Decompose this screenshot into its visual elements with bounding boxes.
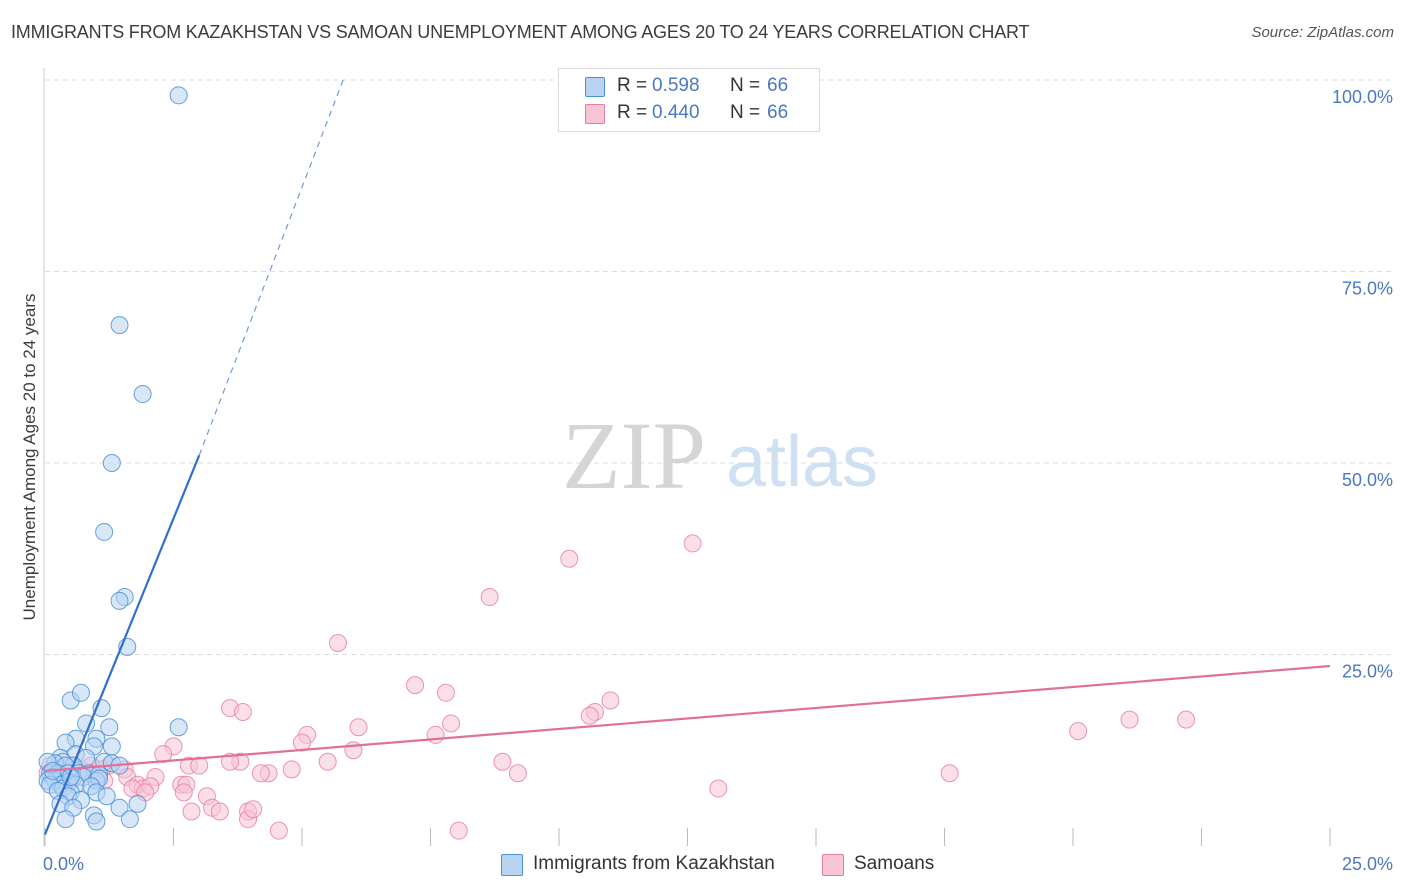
data-point-kazakhstan: [110, 798, 129, 817]
series-samoans: [38, 534, 1196, 840]
data-point-samoans: [940, 764, 959, 783]
data-point-samoans: [349, 718, 368, 737]
data-point-samoans: [406, 676, 425, 695]
trendline-kazakhstan-extension: [198, 79, 344, 456]
watermark-atlas: atlas: [726, 422, 878, 502]
data-point-kazakhstan: [110, 591, 129, 610]
data-point-samoans: [282, 760, 301, 779]
data-point-samoans: [251, 764, 270, 783]
data-point-samoans: [293, 733, 311, 752]
data-point-samoans: [269, 821, 288, 840]
data-point-kazakhstan: [128, 794, 147, 813]
grid-lines: [45, 79, 1392, 655]
data-point-kazakhstan: [87, 812, 106, 831]
data-point-kazakhstan: [56, 810, 75, 829]
data-point-samoans: [480, 588, 499, 607]
legend: R = 0.598 N = 66 R = 0.440 N = 66: [558, 68, 820, 132]
data-point-samoans: [426, 725, 445, 744]
data-point-kazakhstan: [169, 718, 188, 737]
data-point-kazakhstan: [97, 787, 116, 806]
data-point-kazakhstan: [102, 454, 121, 472]
legend-r-label: R =: [617, 75, 648, 96]
legend-n-label: N =: [730, 75, 761, 96]
data-point-samoans: [449, 821, 468, 840]
data-point-samoans: [560, 549, 579, 568]
data-point-kazakhstan: [102, 737, 121, 756]
data-point-kazakhstan: [120, 810, 139, 829]
data-point-samoans: [328, 634, 347, 653]
bottom-legend-label: Samoans: [854, 853, 935, 874]
data-point-kazakhstan: [133, 385, 152, 404]
data-point-kazakhstan: [100, 718, 119, 737]
legend-n-label: N =: [730, 102, 761, 123]
y-tick-label: 25.0%: [1342, 662, 1393, 682]
data-point-samoans: [436, 683, 455, 702]
data-point-samoans: [233, 702, 252, 721]
trendlines: [43, 79, 1331, 835]
legend-r-value: 0.440: [652, 102, 700, 123]
data-point-samoans: [244, 800, 263, 819]
legend-r-value: 0.598: [652, 75, 700, 96]
data-point-samoans: [442, 714, 461, 733]
data-point-kazakhstan: [95, 522, 114, 541]
data-point-samoans: [709, 779, 728, 798]
trendline-samoans: [44, 664, 1331, 773]
data-point-samoans: [154, 745, 173, 764]
data-point-samoans: [182, 802, 201, 821]
source-label: Source: ZipAtlas.com: [1251, 24, 1394, 41]
tick-labels: 25.0% 50.0% 75.0% 100.0% 0.0% 25.0%: [43, 87, 1393, 874]
bottom-legend-label: Immigrants from Kazakhstan: [533, 853, 775, 874]
bottom-legend-swatch-blue: [501, 854, 523, 876]
data-point-kazakhstan: [110, 316, 129, 335]
trendline-kazakhstan: [43, 454, 201, 835]
data-point-samoans: [190, 756, 209, 775]
data-point-samoans: [601, 691, 620, 710]
y-tick-label: 50.0%: [1342, 470, 1393, 490]
watermark-zip: ZIP: [562, 402, 706, 509]
series-kazakhstan: [38, 86, 188, 831]
data-point-kazakhstan: [71, 683, 90, 702]
data-point-samoans: [210, 802, 229, 821]
data-point-samoans: [1177, 710, 1196, 729]
legend-n-value: 66: [767, 75, 789, 96]
data-point-samoans: [683, 534, 702, 553]
data-point-samoans: [1069, 722, 1088, 741]
data-point-samoans: [174, 783, 193, 802]
data-point-samoans: [493, 752, 512, 771]
y-tick-label: 75.0%: [1342, 279, 1393, 299]
data-point-samoans: [1120, 710, 1139, 729]
bottom-legend-swatch-pink: [822, 854, 844, 876]
data-point-samoans: [318, 752, 337, 771]
y-tick-label: 100.0%: [1332, 87, 1393, 107]
legend-swatch-blue: [585, 77, 605, 97]
data-point-kazakhstan: [169, 86, 188, 105]
x-tick-label: 0.0%: [43, 854, 84, 874]
data-point-samoans: [580, 706, 599, 725]
axes: [43, 68, 1331, 846]
legend-swatch-pink: [585, 104, 605, 124]
x-tick-label: 25.0%: [1342, 854, 1393, 874]
watermark: ZIP atlas: [562, 402, 878, 509]
legend-r-label: R =: [617, 102, 648, 123]
data-point-samoans: [508, 764, 527, 783]
legend-n-value: 66: [767, 102, 789, 123]
data-point-samoans: [221, 752, 240, 771]
chart-title: IMMIGRANTS FROM KAZAKHSTAN VS SAMOAN UNE…: [11, 22, 1030, 42]
